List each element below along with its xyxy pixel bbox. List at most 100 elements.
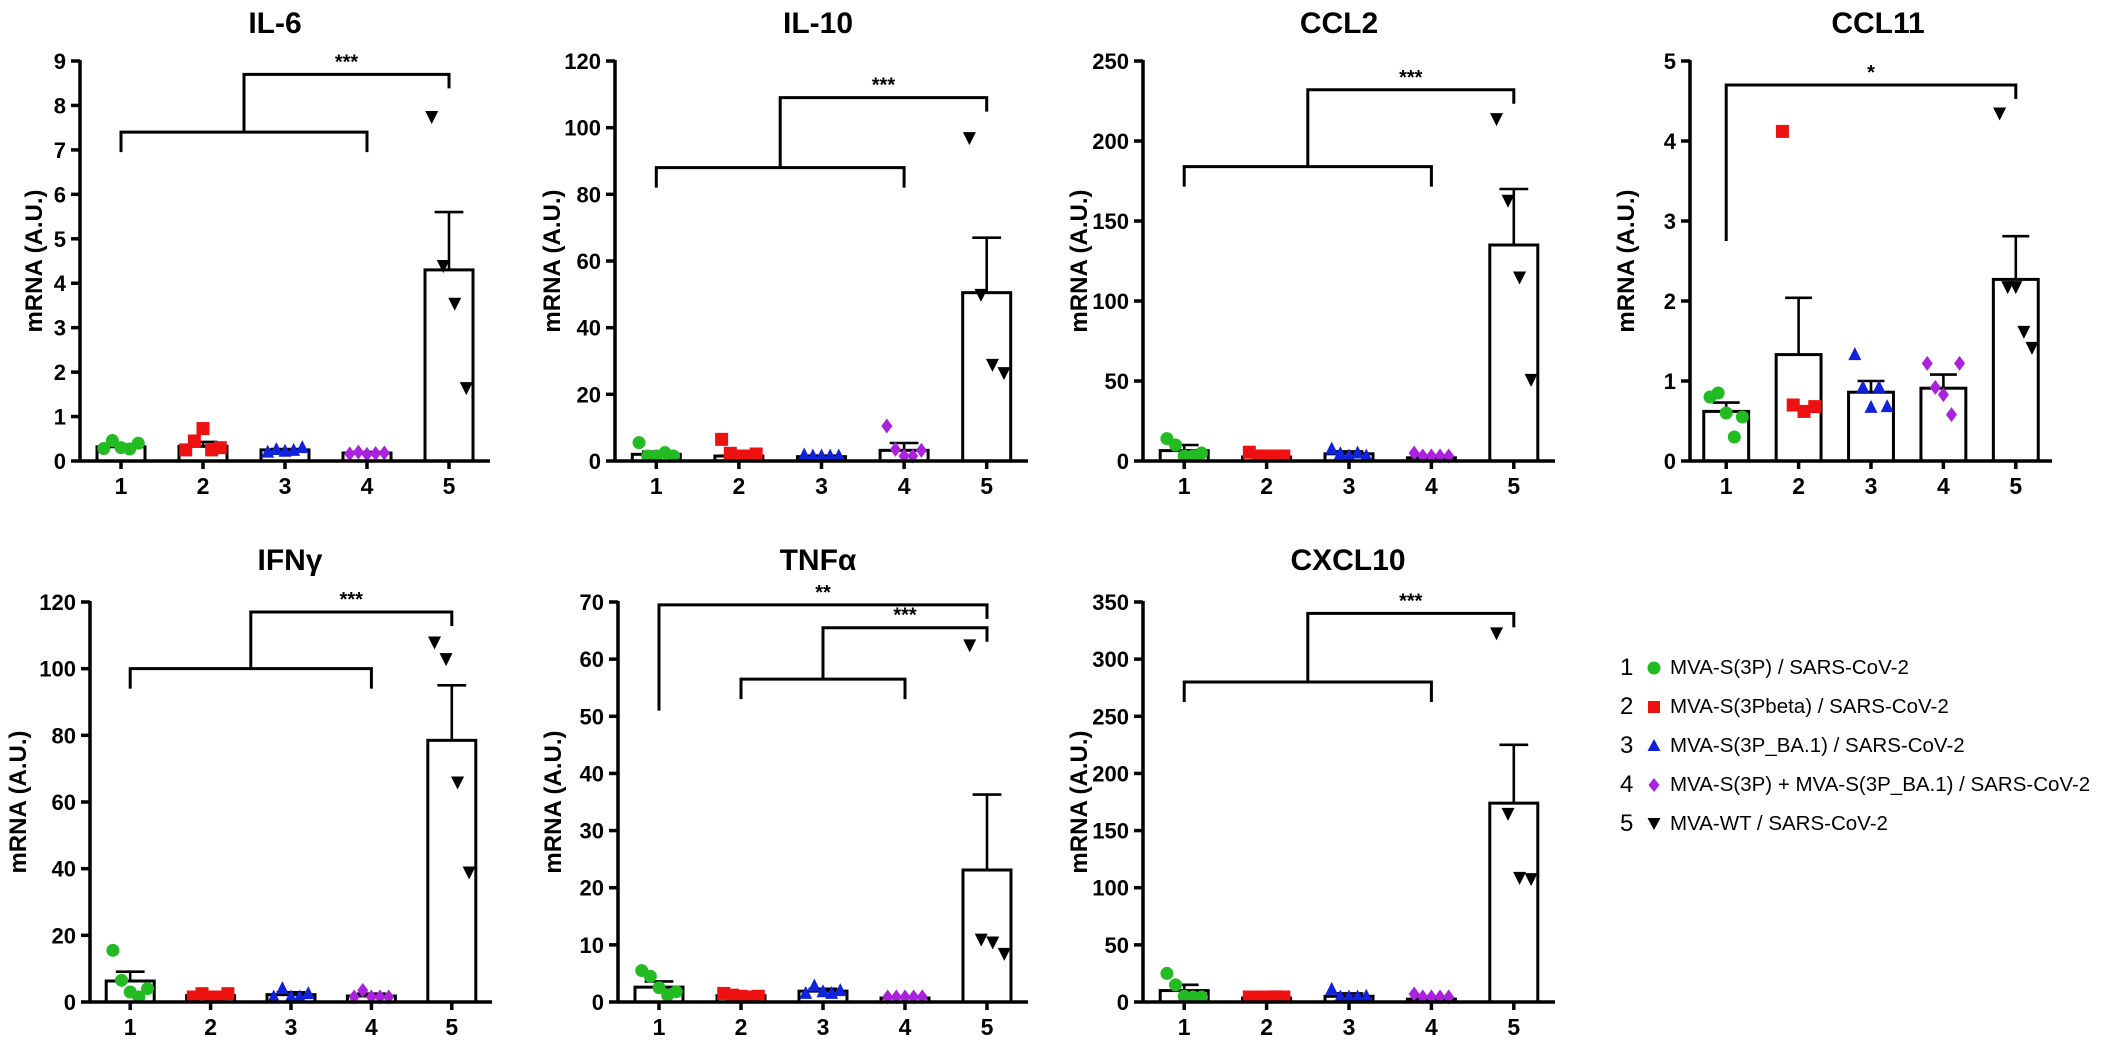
data-point — [1945, 407, 1957, 423]
significance-bracket — [1724, 83, 2018, 241]
data-point — [267, 989, 281, 1003]
x-tick-label: 2 — [1260, 473, 1273, 499]
data-point — [1937, 387, 1949, 403]
data-point — [652, 981, 666, 995]
data-point — [963, 639, 977, 653]
data-point — [974, 933, 988, 947]
y-tick-label: 0 — [1664, 449, 1676, 474]
data-point — [425, 111, 439, 125]
x-tick-label: 1 — [124, 1014, 137, 1040]
significance-label: *** — [1399, 590, 1423, 612]
data-point — [1524, 873, 1538, 887]
x-tick-label: 4 — [1425, 1014, 1438, 1040]
bar — [1488, 801, 1540, 1004]
data-point — [643, 969, 657, 983]
data-point — [797, 447, 811, 461]
data-point — [213, 441, 227, 455]
y-tick-label: 5 — [54, 227, 66, 252]
chart-title: IL-10 — [783, 7, 853, 40]
x-tick-label: 2 — [204, 1014, 217, 1040]
legend-label: MVA-S(3P) + MVA-S(3P_BA.1) / SARS-CoV-2 — [1670, 772, 2091, 796]
data-point — [284, 989, 298, 1003]
y-tick-label: 9 — [54, 49, 66, 74]
y-tick-label: 4 — [54, 271, 67, 296]
group-bracket — [119, 130, 369, 153]
y-tick-label: 50 — [1105, 933, 1129, 958]
data-point — [1194, 446, 1208, 460]
diamond-marker-icon — [1648, 777, 1660, 792]
data-point — [833, 983, 847, 997]
data-point — [378, 445, 390, 461]
data-point — [1408, 445, 1420, 461]
data-point — [807, 978, 821, 992]
significance-label: *** — [872, 75, 896, 97]
y-tick-label: 80 — [52, 723, 76, 748]
data-point — [361, 446, 373, 462]
data-point — [799, 985, 813, 999]
legend-label: MVA-WT / SARS-CoV-2 — [1670, 811, 1888, 835]
x-tick-label: 2 — [1260, 1014, 1273, 1040]
data-point — [816, 984, 830, 998]
chart-title: IFNγ — [257, 544, 322, 577]
legend-number: 1 — [1620, 653, 1634, 681]
data-point — [1954, 355, 1966, 371]
bar — [961, 868, 1013, 1004]
chart-title: CCL2 — [1300, 7, 1378, 40]
data-point — [1921, 355, 1933, 371]
y-tick-label: 4 — [1664, 129, 1677, 154]
x-tick-label: 3 — [285, 1014, 298, 1040]
x-tick-label: 4 — [365, 1014, 378, 1040]
y-tick-label: 10 — [580, 933, 604, 958]
data-point — [2009, 281, 2023, 295]
data-point — [1808, 400, 1822, 414]
x-tick-label: 2 — [733, 473, 746, 499]
chart-panel: CCL2 mRNA (A.U.) 0 50 100 150 200 250 1 2 3 4 5 *** — [1066, 7, 1555, 499]
data-point — [1359, 988, 1373, 1002]
y-tick-label: 50 — [580, 704, 604, 729]
data-point — [1856, 379, 1870, 393]
x-tick-label: 2 — [735, 1014, 748, 1040]
x-tick-label: 2 — [1792, 473, 1805, 499]
x-tick-label: 3 — [1343, 1014, 1356, 1040]
x-tick-label: 4 — [898, 473, 911, 499]
y-tick-label: 20 — [580, 876, 604, 901]
data-point — [1333, 446, 1347, 460]
y-axis-label: mRNA (A.U.) — [1613, 189, 1640, 332]
data-point — [1408, 986, 1420, 1002]
x-tick-label: 4 — [899, 1014, 912, 1040]
y-tick-label: 0 — [589, 449, 601, 474]
x-tick-label: 3 — [817, 1014, 830, 1040]
data-point — [1786, 398, 1800, 412]
legend-number: 4 — [1620, 770, 1634, 798]
y-tick-label: 50 — [1105, 369, 1129, 394]
data-point — [1711, 386, 1725, 400]
significance-label: *** — [340, 589, 364, 611]
group-bracket — [128, 667, 373, 689]
x-tick-label: 1 — [1720, 473, 1733, 499]
y-tick-label: 1 — [54, 405, 66, 430]
data-point — [997, 367, 1011, 381]
y-tick-label: 250 — [1092, 704, 1129, 729]
legend-item-1: 1 MVA-S(3P) / SARS-CoV-2 — [1620, 648, 2090, 687]
data-point — [428, 636, 442, 650]
data-point — [632, 436, 646, 450]
square-marker-icon — [1648, 700, 1660, 713]
significance-label: *** — [893, 605, 917, 627]
data-point — [1513, 271, 1527, 285]
data-point — [1490, 113, 1504, 127]
x-tick-label: 3 — [1865, 473, 1878, 499]
significance-bracket — [249, 610, 454, 669]
y-tick-label: 3 — [54, 316, 66, 341]
x-tick-label: 5 — [445, 1014, 458, 1040]
y-axis-label: mRNA (A.U.) — [1066, 730, 1093, 873]
x-tick-label: 3 — [1343, 473, 1356, 499]
data-point — [889, 441, 901, 457]
data-point — [140, 982, 154, 996]
circle-marker-icon — [1647, 661, 1661, 674]
data-point — [97, 442, 111, 456]
data-point — [1351, 989, 1365, 1003]
data-point — [357, 982, 369, 998]
bar — [1488, 243, 1540, 463]
y-tick-label: 40 — [577, 316, 601, 341]
